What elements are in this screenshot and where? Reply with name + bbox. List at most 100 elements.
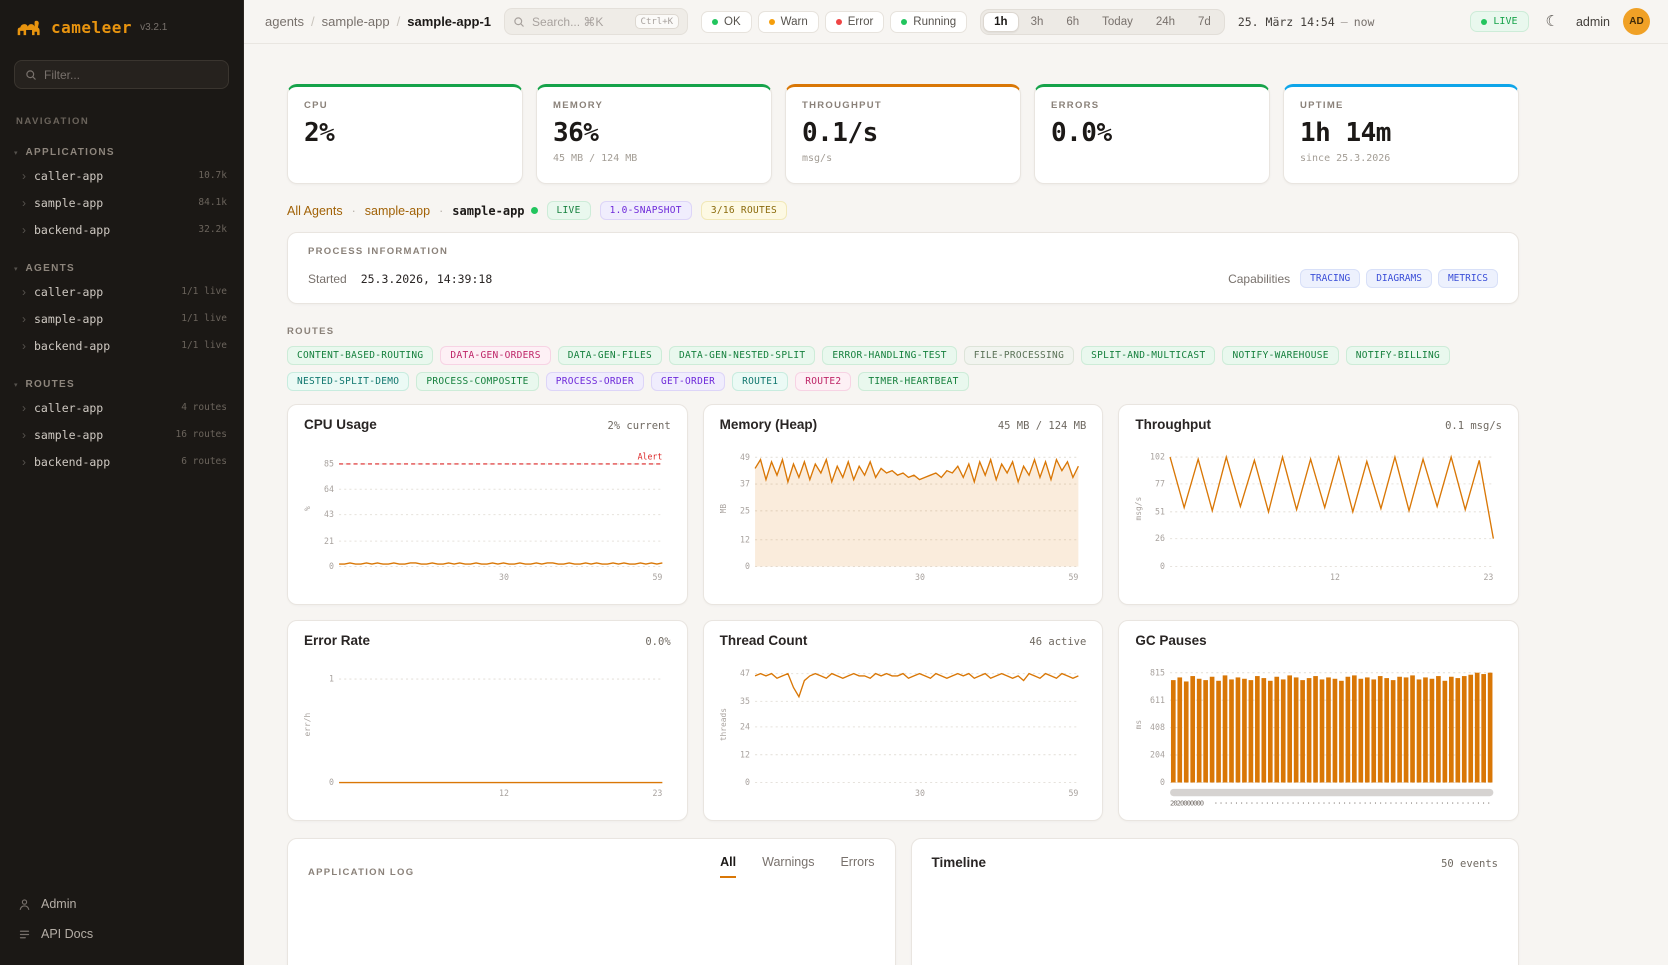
svg-text:12: 12: [740, 534, 750, 544]
stat-card-memory: MEMORY 36% 45 MB / 124 MB: [536, 84, 772, 184]
sidebar-item-label: sample-app: [34, 427, 104, 442]
sidebar-group-label: ROUTES: [25, 379, 75, 390]
agent-breadcrumb-separator: ·: [351, 203, 356, 218]
sidebar-footer-admin[interactable]: Admin: [0, 889, 243, 919]
status-filter-ok[interactable]: OK: [701, 10, 752, 33]
sidebar-item-badge: 1/1 live: [181, 313, 227, 324]
status-filter-running[interactable]: Running: [890, 10, 968, 33]
stat-label: THROUGHPUT: [802, 100, 883, 111]
sidebar-item-label: sample-app: [34, 195, 104, 210]
svg-text:204: 204: [1150, 750, 1165, 760]
stat-card-errors: ERRORS 0.0%: [1034, 84, 1270, 184]
route-badge-process-composite[interactable]: PROCESS-COMPOSITE: [416, 372, 539, 391]
route-badge-process-order[interactable]: PROCESS-ORDER: [545, 372, 644, 391]
collapse-caret-icon: ▾: [14, 265, 18, 273]
log-tab-warnings[interactable]: Warnings: [762, 855, 815, 869]
sidebar-group-header-routes[interactable]: ▾ ROUTES: [0, 375, 243, 394]
sidebar-item-routes-caller-app[interactable]: › caller-app 4 routes: [0, 394, 243, 421]
sidebar-item-agents-caller-app[interactable]: › caller-app 1/1 live: [0, 278, 243, 305]
svg-text:59: 59: [652, 572, 662, 582]
time-range-24h[interactable]: 24h: [1145, 12, 1186, 32]
route-badge-route1[interactable]: ROUTE1: [732, 372, 789, 391]
avatar[interactable]: AD: [1623, 8, 1650, 35]
stat-sub: msg/s: [802, 153, 833, 164]
stat-card-cpu: CPU 2%: [287, 84, 523, 184]
sidebar-item-applications-backend-app[interactable]: › backend-app 32.2k: [0, 216, 243, 243]
camel-logo-icon: [17, 20, 40, 36]
time-range-1h[interactable]: 1h: [983, 11, 1019, 32]
svg-text:25: 25: [740, 505, 750, 515]
route-badge-data-gen-files[interactable]: DATA-GEN-FILES: [557, 346, 662, 365]
sidebar-filter-input[interactable]: [44, 67, 218, 82]
sidebar-item-applications-sample-app[interactable]: › sample-app 84.1k: [0, 189, 243, 216]
sidebar-item-agents-sample-app[interactable]: › sample-app 1/1 live: [0, 305, 243, 332]
application-log-panel: APPLICATION LOG All Warnings Errors: [287, 838, 896, 965]
route-badge-route2[interactable]: ROUTE2: [795, 372, 852, 391]
stat-sub: since 25.3.2026: [1300, 153, 1391, 164]
route-badge-nested-split-demo[interactable]: NESTED-SPLIT-DEMO: [287, 372, 410, 391]
status-filter-error[interactable]: Error: [824, 10, 885, 33]
chart-current-value: 46 active: [1029, 636, 1087, 648]
route-badge-file-processing[interactable]: FILE-PROCESSING: [963, 346, 1075, 365]
route-badge-content-based-routing[interactable]: CONTENT-BASED-ROUTING: [287, 346, 434, 365]
status-filter-warn[interactable]: Warn: [757, 10, 819, 33]
svg-text:msg/s: msg/s: [1135, 497, 1144, 521]
route-badge-notify-billing[interactable]: NOTIFY-BILLING: [1345, 346, 1451, 365]
agent-breadcrumb-link-sample-app[interactable]: sample-app: [364, 203, 431, 218]
route-badge-get-order[interactable]: GET-ORDER: [650, 372, 726, 391]
route-badge-notify-warehouse[interactable]: NOTIFY-WAREHOUSE: [1222, 346, 1339, 365]
agent-breadcrumb-link-all-agents[interactable]: All Agents: [287, 203, 343, 218]
chart-panel-error-rate: Error Rate 0.0% 1 0 12 23 err/h: [287, 620, 688, 821]
sidebar-group-header-applications[interactable]: ▾ APPLICATIONS: [0, 143, 243, 162]
thread-count-chart: 47 35 24 12 0 30 59 threads: [719, 668, 1079, 798]
app-logo: cameleer v3.2.1: [0, 0, 243, 50]
time-range-today[interactable]: Today: [1091, 12, 1144, 32]
route-badge-split-and-multicast[interactable]: SPLIT-AND-MULTICAST: [1081, 346, 1216, 365]
route-badge-data-gen-nested-split[interactable]: DATA-GEN-NESTED-SPLIT: [669, 346, 816, 365]
svg-text:12: 12: [499, 788, 509, 798]
gc-chart-horizontal-scrollbar[interactable]: [1170, 788, 1494, 797]
breadcrumb-link-agents[interactable]: agents: [265, 14, 305, 29]
svg-text:59: 59: [1068, 572, 1078, 582]
breadcrumb-link-sample-app[interactable]: sample-app: [321, 14, 390, 29]
stat-label: UPTIME: [1300, 100, 1344, 111]
sidebar-footer-api-docs[interactable]: API Docs: [0, 919, 243, 949]
sidebar-item-label: caller-app: [34, 284, 104, 299]
chart-title: Memory (Heap): [719, 417, 818, 432]
sidebar-group-header-agents[interactable]: ▾ AGENTS: [0, 259, 243, 278]
global-search[interactable]: Ctrl+K: [504, 8, 689, 35]
chevron-right-icon: ›: [22, 400, 26, 415]
sidebar-item-badge: 6 routes: [181, 456, 227, 467]
chart-current-value: 0.0%: [645, 636, 671, 648]
time-range-7d[interactable]: 7d: [1187, 12, 1222, 32]
sidebar-item-agents-backend-app[interactable]: › backend-app 1/1 live: [0, 332, 243, 359]
dark-mode-toggle[interactable]: ☾: [1542, 12, 1563, 31]
live-indicator[interactable]: LIVE: [1470, 11, 1529, 32]
navigation-label: NAVIGATION: [16, 116, 90, 127]
datetime-now: now: [1353, 14, 1375, 29]
chart-title: CPU Usage: [304, 417, 377, 432]
sidebar-item-applications-caller-app[interactable]: › caller-app 10.7k: [0, 162, 243, 189]
global-search-input[interactable]: [532, 14, 628, 29]
route-badge-timer-heartbeat[interactable]: TIMER-HEARTBEAT: [858, 372, 969, 391]
chart-title: Error Rate: [304, 633, 371, 648]
chart-header: GC Pauses: [1133, 633, 1504, 648]
time-range-6h[interactable]: 6h: [1055, 12, 1090, 32]
log-tab-errors[interactable]: Errors: [840, 855, 875, 869]
sidebar-item-routes-sample-app[interactable]: › sample-app 16 routes: [0, 421, 243, 448]
route-badge-error-handling-test[interactable]: ERROR-HANDLING-TEST: [822, 346, 957, 365]
time-range-3h[interactable]: 3h: [1020, 12, 1055, 32]
breadcrumb-current: sample-app-1: [407, 14, 492, 29]
log-tab-all[interactable]: All: [720, 855, 737, 878]
sidebar-item-routes-backend-app[interactable]: › backend-app 6 routes: [0, 448, 243, 475]
top-bar: agents / sample-app / sample-app-1 Ctrl+K OK…: [244, 0, 1668, 44]
chart-panel-throughput: Throughput 0.1 msg/s 102 77 51 26 0 12 23 msg/s: [1118, 404, 1519, 605]
breadcrumb-separator: /: [311, 14, 315, 29]
route-badge-data-gen-orders[interactable]: DATA-GEN-ORDERS: [440, 346, 551, 365]
chart-current-value: 45 MB / 124 MB: [997, 420, 1087, 432]
gc-pauses-chart: 815 611 408 204 0 ms 2020000000: [1135, 667, 1494, 808]
svg-text:815: 815: [1150, 667, 1165, 677]
status-filter-label: Running: [913, 15, 957, 28]
svg-text:0: 0: [329, 777, 334, 787]
datetime-display[interactable]: 25. März 14:54 – now: [1238, 15, 1375, 29]
